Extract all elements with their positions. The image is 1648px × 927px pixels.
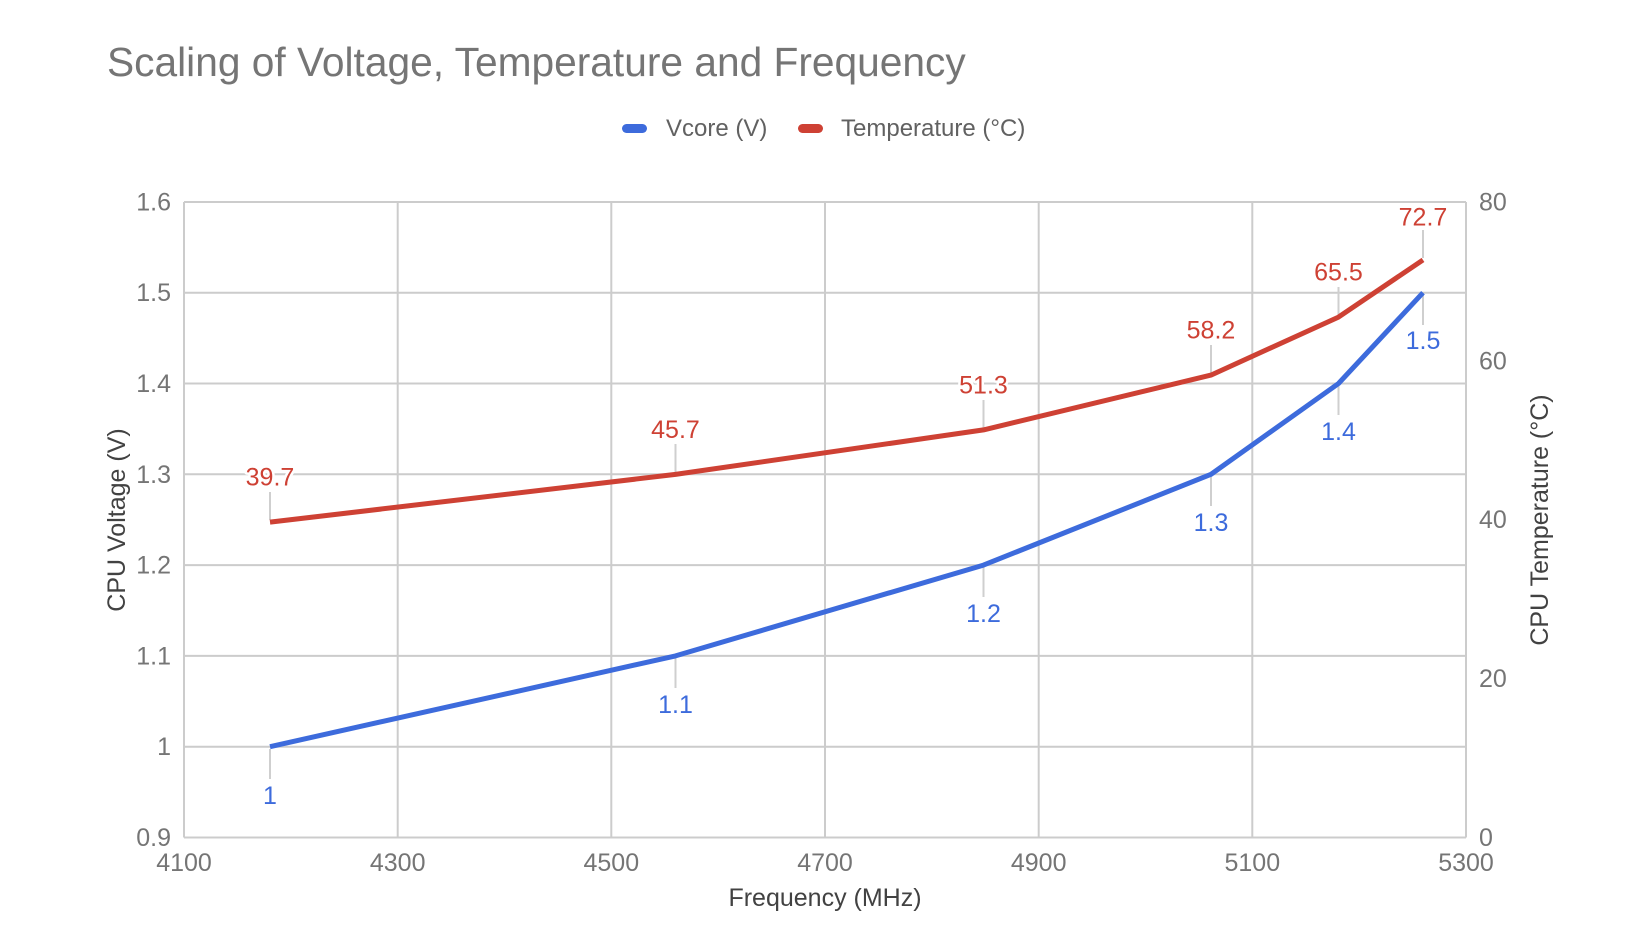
svg-text:Vcore (V): Vcore (V) (666, 115, 767, 142)
svg-text:58.2: 58.2 (1187, 317, 1236, 345)
svg-text:1.1: 1.1 (658, 691, 693, 719)
svg-text:0: 0 (1479, 824, 1493, 852)
svg-text:1.5: 1.5 (1406, 327, 1441, 355)
svg-text:60: 60 (1479, 347, 1507, 375)
svg-text:65.5: 65.5 (1314, 259, 1363, 287)
svg-text:40: 40 (1479, 506, 1507, 534)
svg-text:Scaling of Voltage, Temperatur: Scaling of Voltage, Temperature and Freq… (107, 39, 966, 85)
svg-text:1.3: 1.3 (136, 461, 171, 489)
svg-text:20: 20 (1479, 665, 1507, 693)
svg-text:4300: 4300 (370, 849, 426, 877)
svg-text:4100: 4100 (156, 849, 212, 877)
svg-text:1.4: 1.4 (1321, 418, 1356, 446)
svg-text:0.9: 0.9 (136, 824, 171, 852)
svg-text:CPU Voltage (V): CPU Voltage (V) (103, 428, 131, 611)
svg-text:1.3: 1.3 (1194, 509, 1229, 537)
svg-text:4900: 4900 (1011, 849, 1067, 877)
svg-text:5300: 5300 (1438, 849, 1494, 877)
svg-text:4700: 4700 (797, 849, 853, 877)
svg-text:45.7: 45.7 (651, 416, 700, 444)
svg-text:1: 1 (263, 782, 277, 810)
svg-text:4500: 4500 (583, 849, 639, 877)
svg-text:CPU Temperature (°C): CPU Temperature (°C) (1526, 394, 1554, 645)
svg-text:Frequency (MHz): Frequency (MHz) (728, 884, 921, 912)
svg-text:1: 1 (157, 733, 171, 761)
svg-text:Temperature (°C): Temperature (°C) (841, 115, 1025, 142)
svg-text:72.7: 72.7 (1399, 204, 1448, 232)
svg-text:1.1: 1.1 (136, 642, 171, 670)
svg-text:1.5: 1.5 (136, 279, 171, 307)
svg-text:5100: 5100 (1224, 849, 1280, 877)
svg-text:1.6: 1.6 (136, 189, 171, 217)
svg-text:39.7: 39.7 (246, 464, 295, 492)
svg-text:1.2: 1.2 (966, 600, 1001, 628)
svg-text:51.3: 51.3 (959, 372, 1008, 400)
svg-text:1.4: 1.4 (136, 370, 171, 398)
svg-text:80: 80 (1479, 189, 1507, 217)
svg-text:1.2: 1.2 (136, 552, 171, 580)
